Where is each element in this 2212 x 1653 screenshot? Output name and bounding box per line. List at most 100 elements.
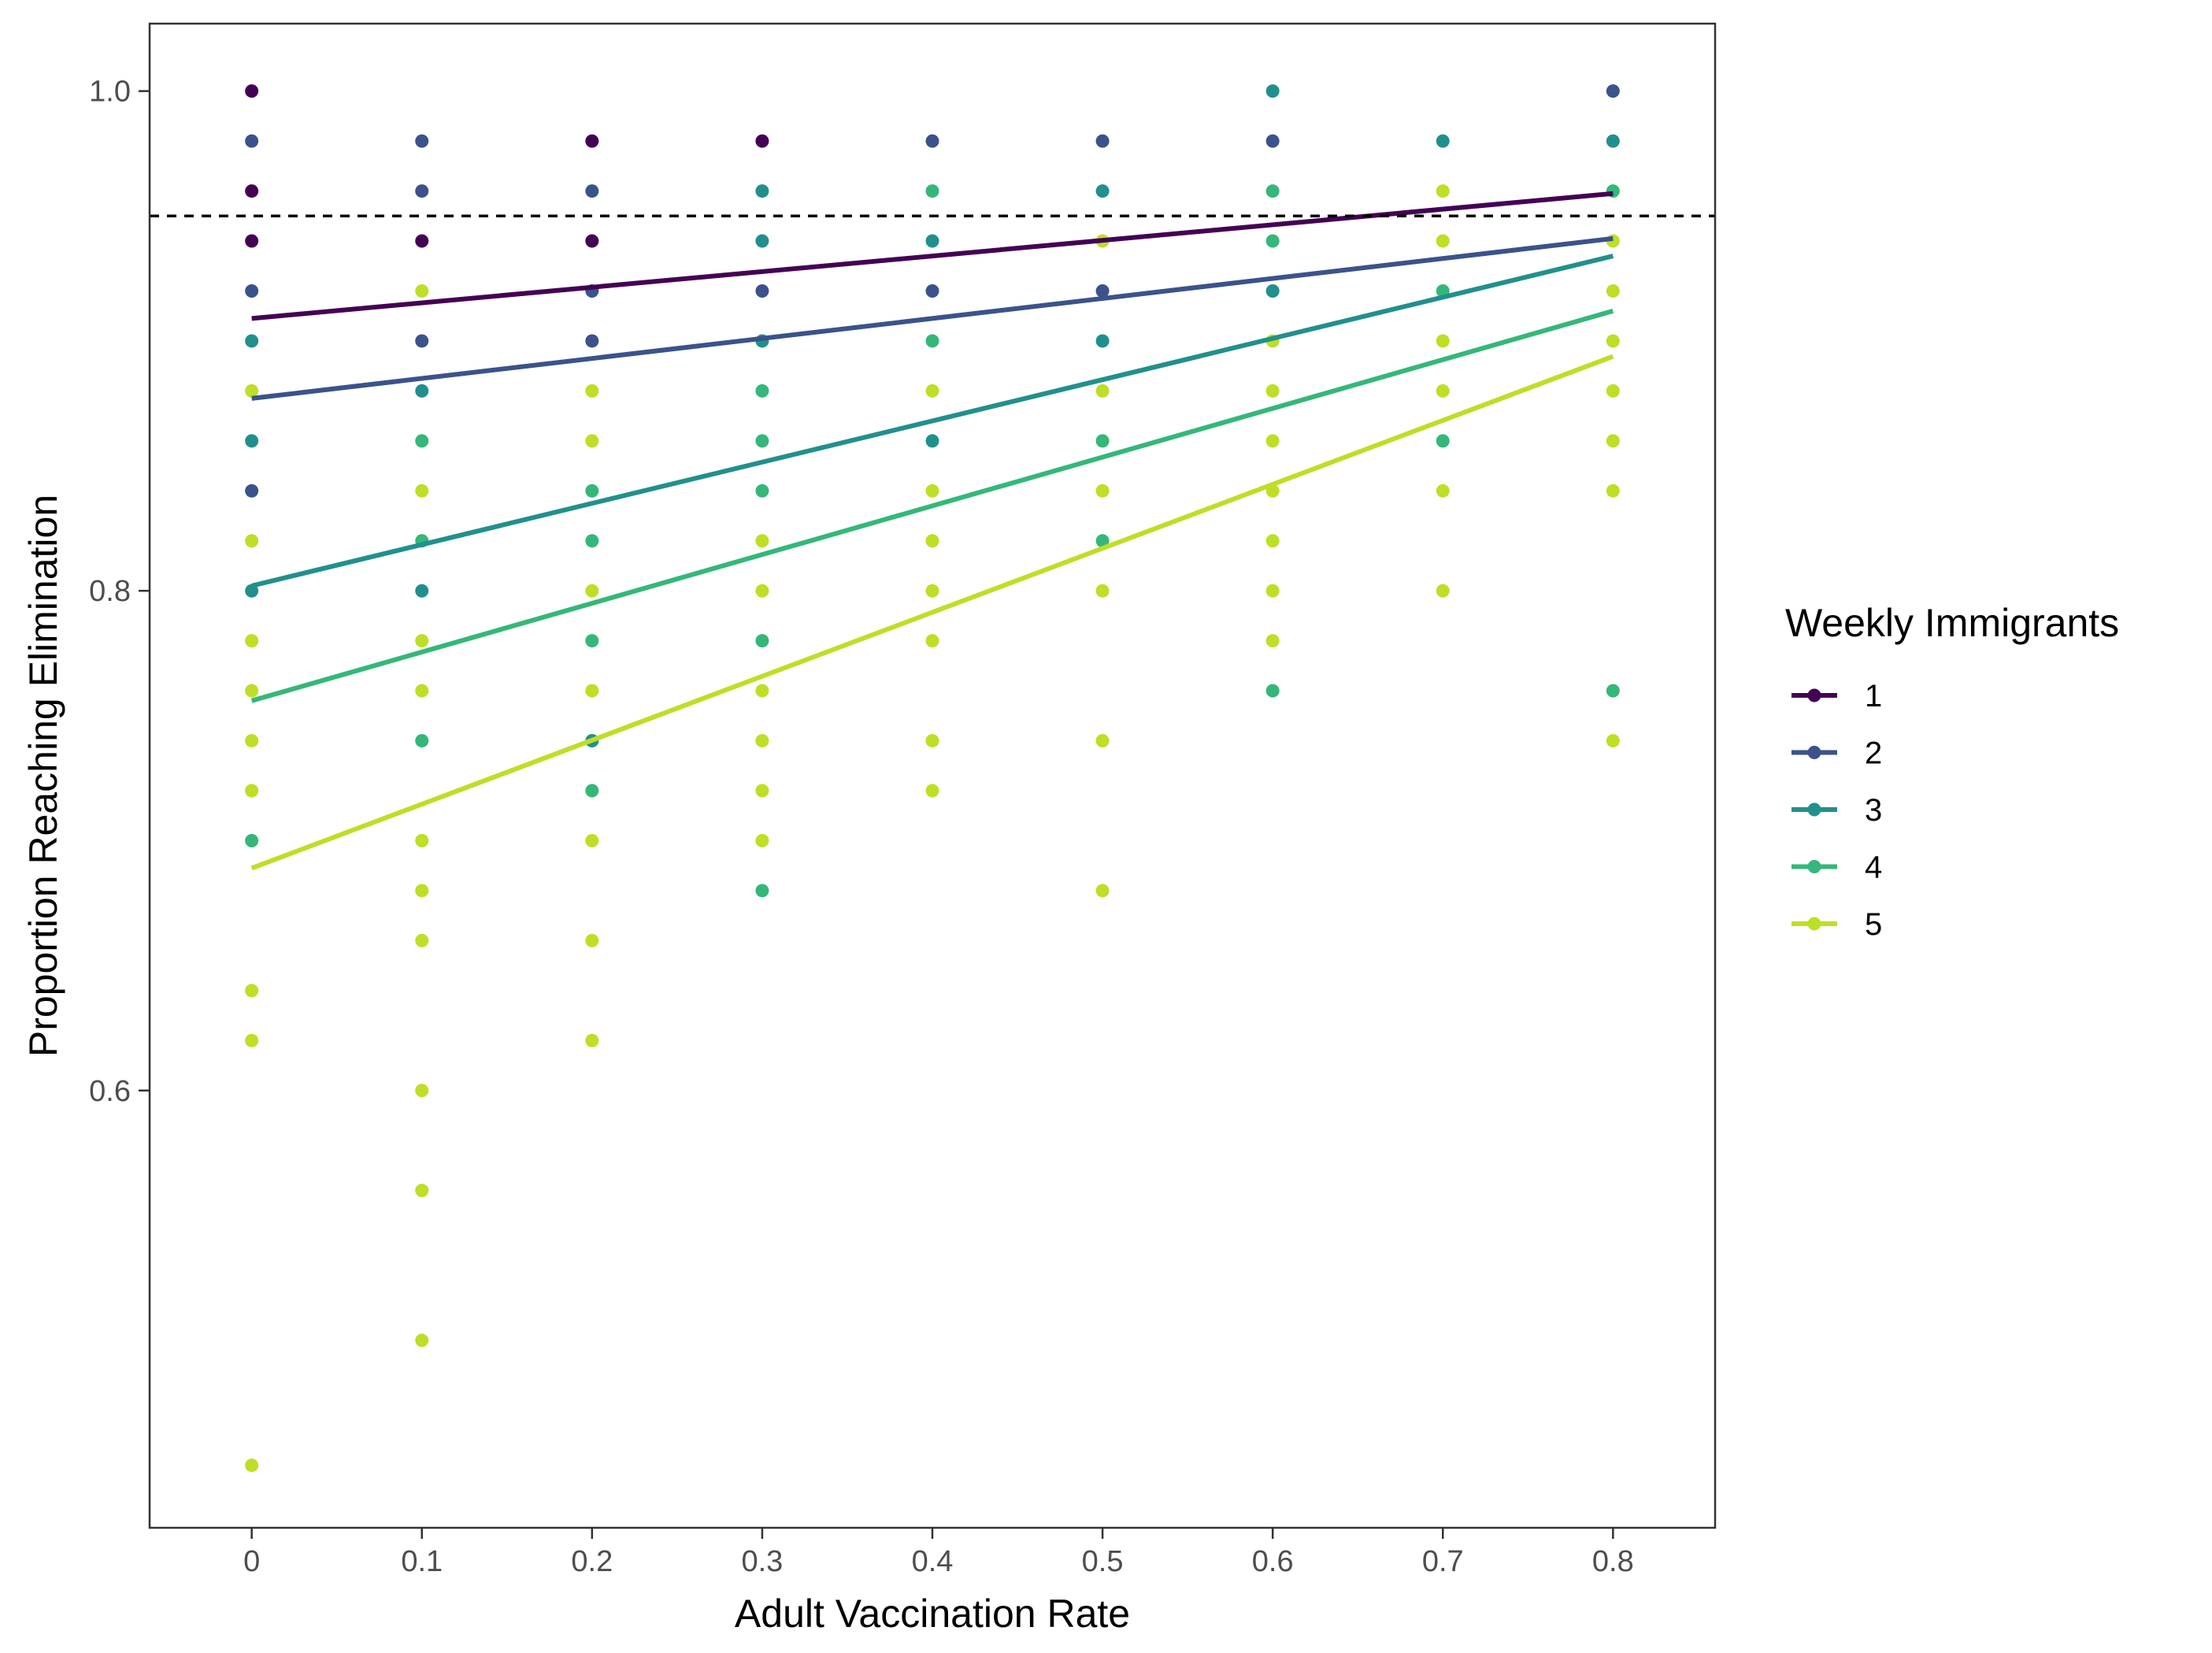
data-point: [1095, 184, 1110, 198]
data-point: [1265, 134, 1280, 148]
data-point: [415, 184, 429, 198]
data-point: [1265, 584, 1280, 598]
data-point: [415, 234, 429, 248]
data-point: [1265, 684, 1280, 698]
data-point: [585, 434, 599, 448]
data-point: [585, 784, 599, 798]
data-point: [925, 284, 939, 298]
data-point: [1095, 334, 1110, 348]
x-tick-label: 0.2: [571, 1545, 613, 1578]
x-tick-label: 0.4: [912, 1545, 954, 1578]
data-point: [755, 634, 769, 648]
data-point: [585, 134, 599, 148]
data-point: [755, 384, 769, 398]
data-point: [415, 334, 429, 348]
data-point: [245, 734, 259, 748]
y-tick-label: 0.6: [89, 1075, 131, 1108]
data-point: [1095, 434, 1110, 448]
fit-line-series-1: [251, 191, 1614, 321]
data-point: [245, 484, 259, 498]
data-point: [755, 534, 769, 548]
data-point: [1436, 234, 1450, 248]
data-point: [585, 933, 599, 947]
legend-title: Weekly Immigrants: [1785, 601, 2119, 645]
data-point: [1095, 584, 1110, 598]
y-axis-title: Proportion Reaching Elimination: [21, 495, 65, 1057]
data-point: [925, 634, 939, 648]
data-point: [585, 234, 599, 248]
data-point: [755, 584, 769, 598]
data-point: [1436, 434, 1450, 448]
data-point: [415, 584, 429, 598]
data-point: [1436, 334, 1450, 348]
data-point: [585, 384, 599, 398]
fit-line-series-4: [250, 308, 1614, 703]
data-point: [1095, 734, 1110, 748]
data-point: [245, 534, 259, 548]
legend-key-point: [1807, 917, 1821, 931]
data-point: [1265, 634, 1280, 648]
data-point: [585, 634, 599, 648]
data-point: [585, 1033, 599, 1047]
data-point: [245, 184, 259, 198]
data-point: [245, 984, 259, 998]
data-point: [245, 634, 259, 648]
data-point: [585, 833, 599, 847]
x-axis-title: Adult Vaccination Rate: [735, 1592, 1130, 1636]
data-point: [925, 434, 939, 448]
data-point: [415, 734, 429, 748]
data-point: [755, 284, 769, 298]
data-point: [1436, 484, 1450, 498]
data-point: [755, 134, 769, 148]
legend-label: 2: [1865, 736, 1882, 771]
data-point: [415, 1184, 429, 1198]
data-point: [1436, 184, 1450, 198]
data-point: [1606, 734, 1620, 748]
data-point: [415, 634, 429, 648]
data-point: [1265, 434, 1280, 448]
data-point: [585, 184, 599, 198]
data-point: [1606, 384, 1620, 398]
legend-label: 4: [1865, 851, 1882, 885]
data-point: [1606, 84, 1620, 98]
data-point: [245, 384, 259, 398]
legend-key-point: [1807, 860, 1821, 873]
data-point: [1606, 684, 1620, 698]
data-point: [415, 384, 429, 398]
data-point: [755, 434, 769, 448]
data-point: [585, 484, 599, 498]
data-point: [1606, 334, 1620, 348]
data-point: [925, 784, 939, 798]
data-point: [1095, 384, 1110, 398]
data-point: [1265, 384, 1280, 398]
data-point: [245, 134, 259, 148]
data-point: [245, 833, 259, 847]
data-point: [1436, 384, 1450, 398]
data-point: [925, 384, 939, 398]
data-point: [585, 334, 599, 348]
data-point: [415, 1333, 429, 1347]
data-point: [1606, 434, 1620, 448]
data-point: [1606, 284, 1620, 298]
data-point: [925, 134, 939, 148]
data-point: [1265, 534, 1280, 548]
x-tick-label: 0.5: [1082, 1545, 1124, 1578]
data-point: [415, 484, 429, 498]
data-point: [415, 284, 429, 298]
data-point: [245, 84, 259, 98]
data-point: [925, 184, 939, 198]
data-point: [245, 684, 259, 698]
data-point: [925, 234, 939, 248]
legend-key-point: [1807, 802, 1821, 817]
data-point: [1095, 484, 1110, 498]
data-point: [585, 584, 599, 598]
data-point: [585, 534, 599, 548]
legend-key-point: [1807, 688, 1821, 702]
data-point: [1095, 284, 1110, 298]
x-tick-label: 0.3: [741, 1545, 783, 1578]
data-point: [245, 334, 259, 348]
data-point: [925, 484, 939, 498]
legend: Weekly Immigrants 1 2 3 4 5: [1785, 601, 2119, 942]
legend-label: 5: [1865, 907, 1882, 942]
